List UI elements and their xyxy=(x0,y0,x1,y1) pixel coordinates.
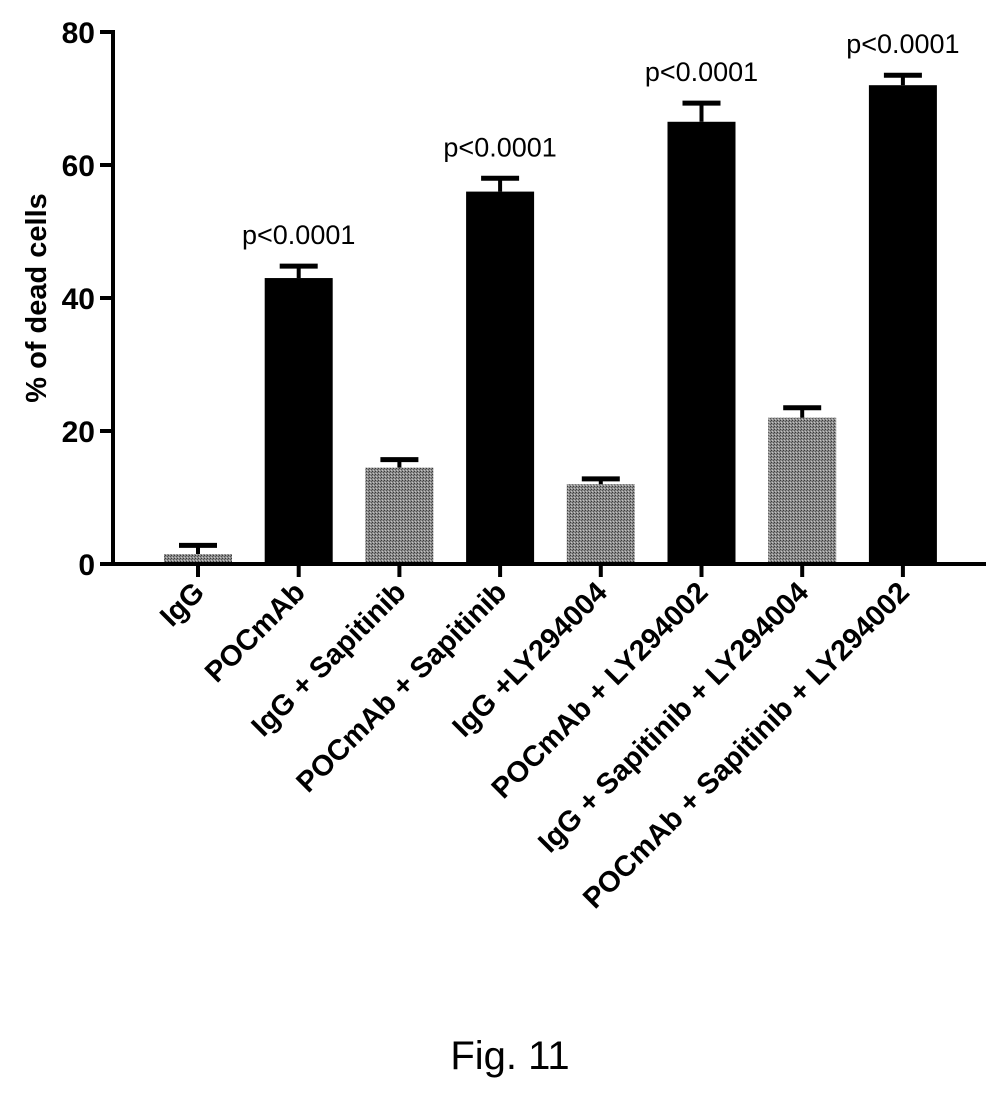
figure-caption: Fig. 11 xyxy=(450,1034,569,1078)
y-axis-label: % of dead cells xyxy=(21,193,53,403)
error-bars xyxy=(179,72,922,555)
significance-annotations: p<0.0001 p<0.0001 p<0.0001 p<0.0001 xyxy=(242,29,960,250)
y-tick-label: 0 xyxy=(78,549,95,582)
y-tick-label: 80 xyxy=(62,17,95,50)
p-value-annotation: p<0.0001 xyxy=(443,132,556,162)
bar-1 xyxy=(164,554,232,564)
y-tick-label: 60 xyxy=(62,150,95,183)
bar-6 xyxy=(667,121,736,565)
y-tick-label: 20 xyxy=(62,416,95,449)
bar-2 xyxy=(264,278,333,564)
bar-4 xyxy=(466,191,535,564)
bar-3 xyxy=(365,467,434,564)
bar-7 xyxy=(768,417,837,564)
y-axis: 0 20 40 60 80 xyxy=(62,17,115,582)
p-value-annotation: p<0.0001 xyxy=(645,57,758,87)
bar-5 xyxy=(566,484,635,564)
bar-8 xyxy=(868,85,937,564)
x-category-label: IgG xyxy=(154,576,211,633)
bars xyxy=(164,85,937,565)
y-tick-label: 40 xyxy=(62,283,95,316)
p-value-annotation: p<0.0001 xyxy=(846,29,959,59)
p-value-annotation: p<0.0001 xyxy=(242,220,355,250)
